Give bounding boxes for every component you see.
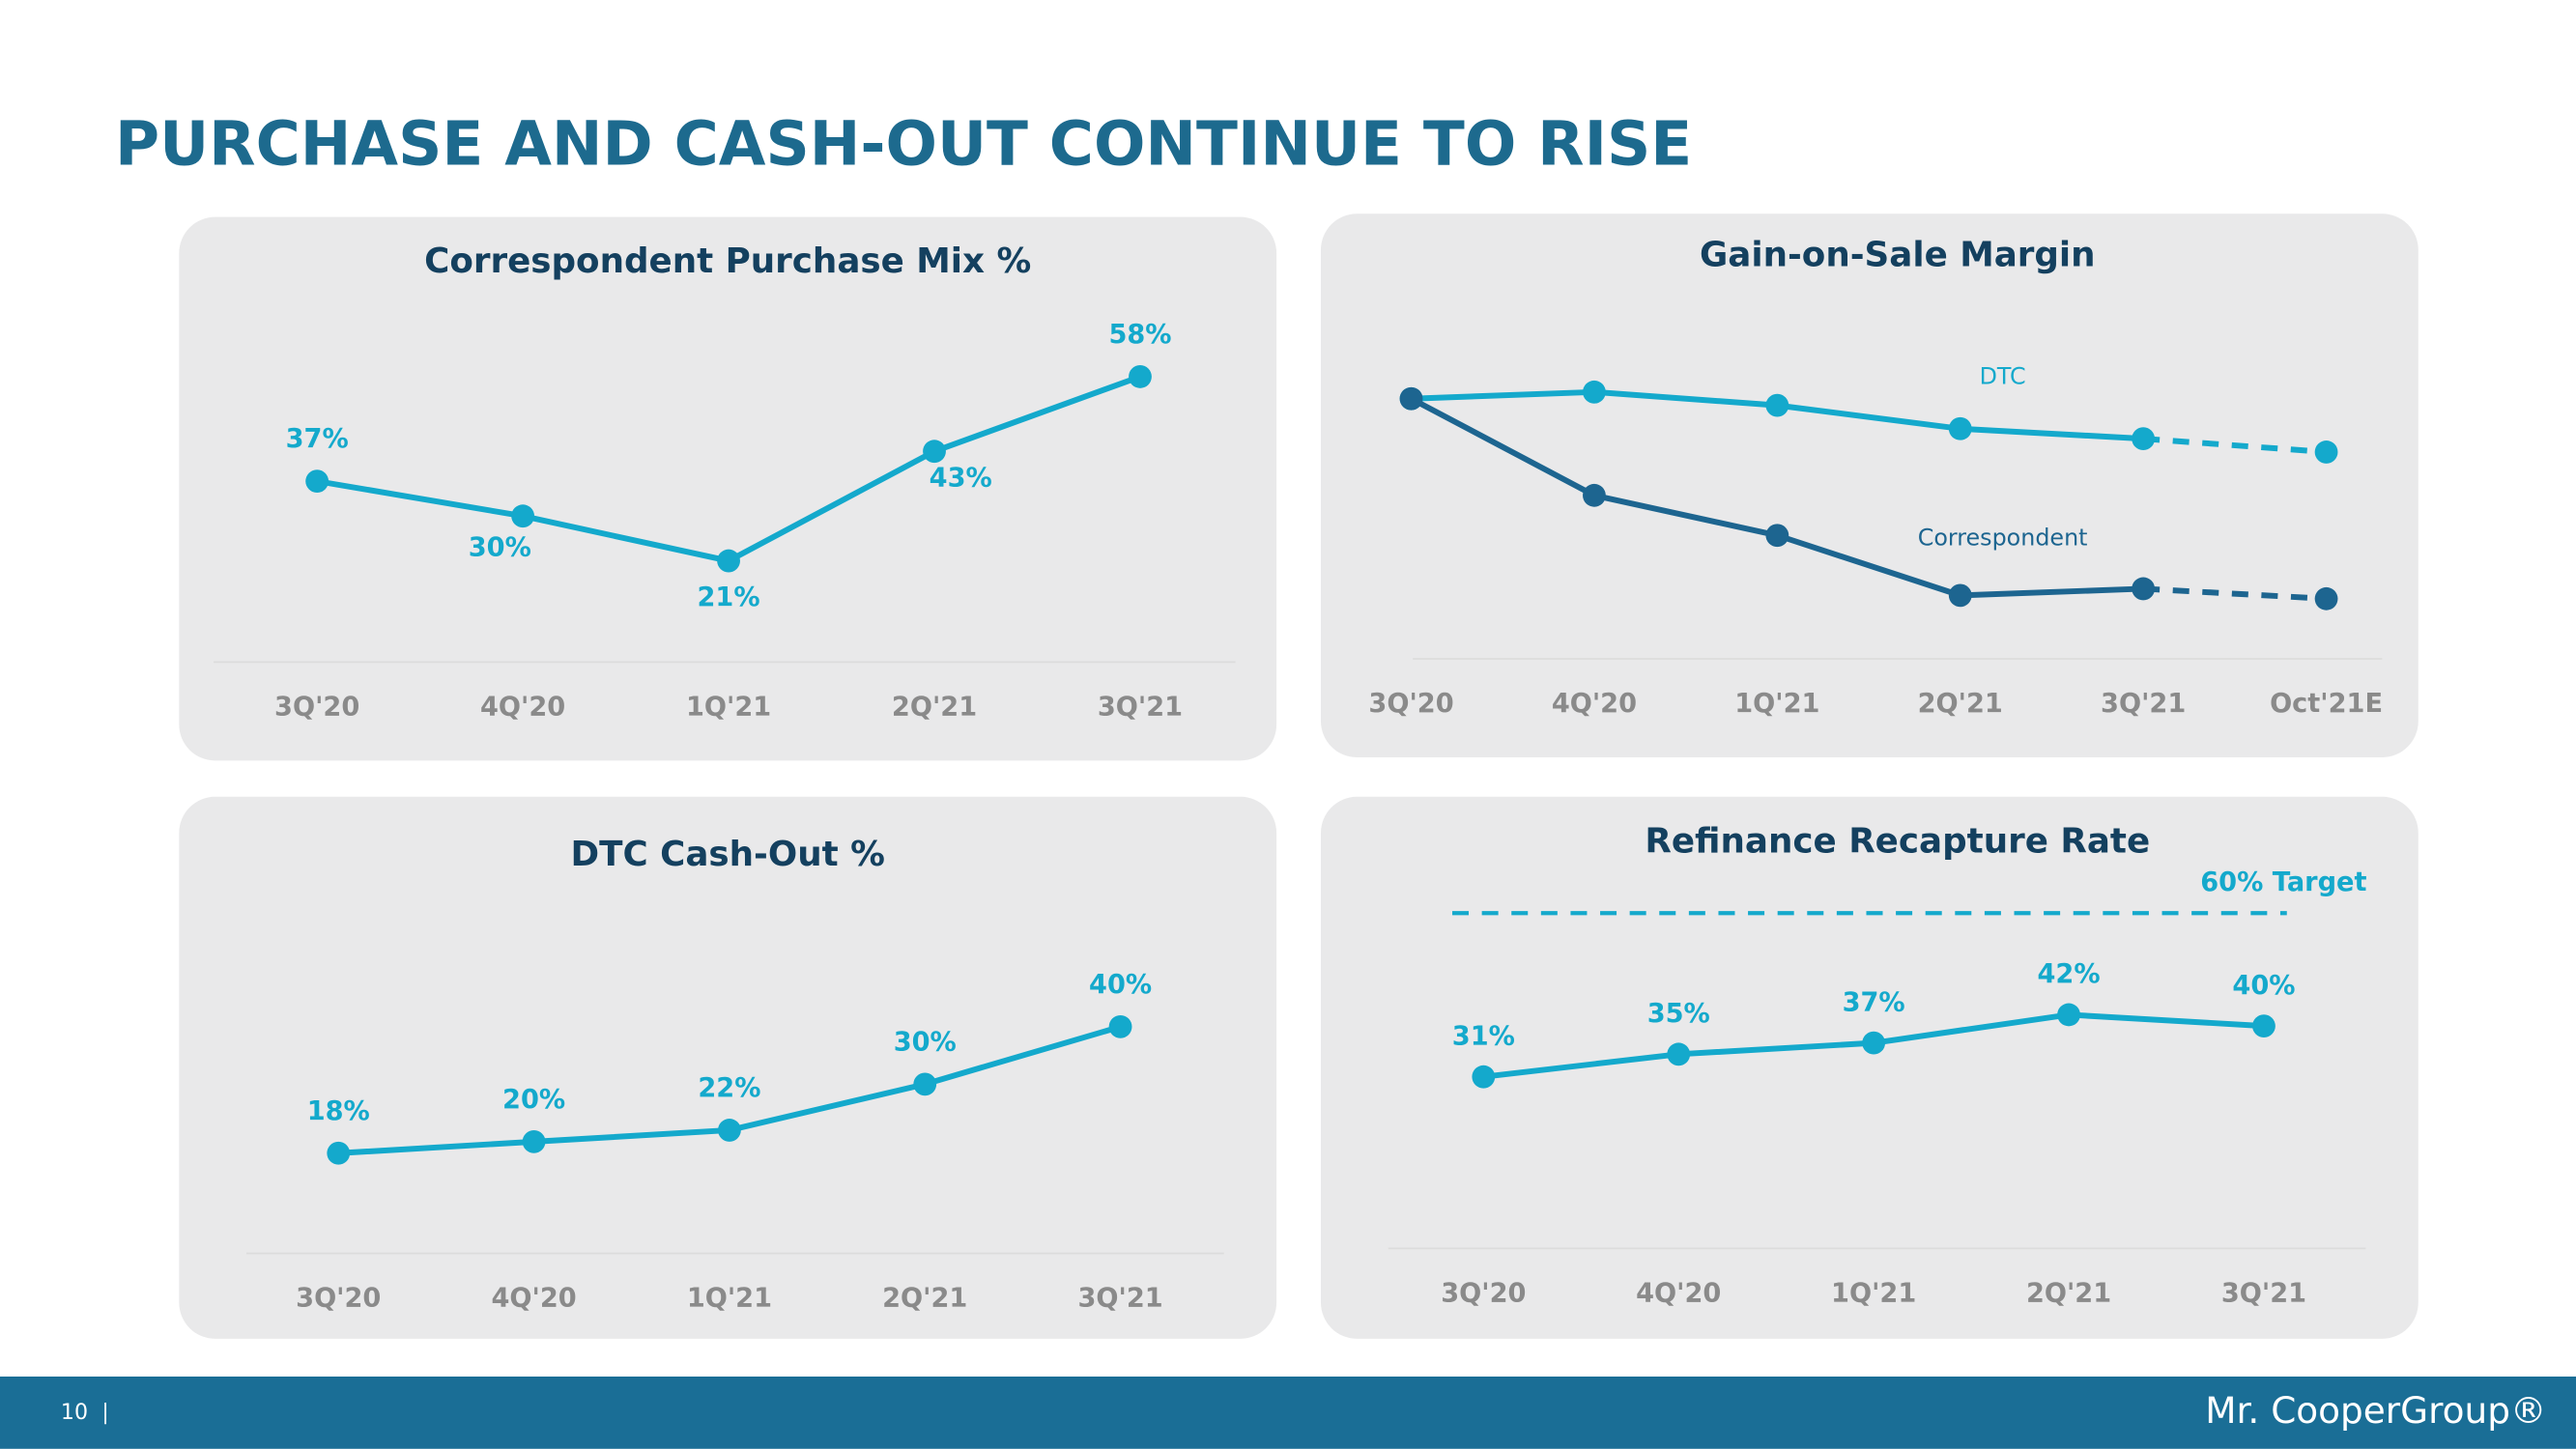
data-point	[1667, 1042, 1691, 1066]
x-tick-label: 2Q'21	[892, 692, 977, 722]
data-point	[1948, 416, 1972, 440]
data-point	[1765, 524, 1789, 548]
series-label: DTC	[1980, 363, 2026, 390]
data-label: 42%	[2038, 959, 2101, 989]
x-tick-label: 3Q'21	[2101, 689, 2186, 719]
x-tick-label: 3Q'20	[274, 692, 359, 722]
data-point	[522, 1129, 546, 1153]
slide-title: PURCHASE AND CASH-OUT CONTINUE TO RISE	[115, 108, 1692, 179]
data-point	[2252, 1014, 2275, 1038]
data-point	[718, 1119, 741, 1142]
data-label: 31%	[1452, 1021, 1515, 1051]
data-point	[511, 504, 535, 528]
x-tick-label: 1Q'21	[1734, 689, 1819, 719]
page-number: 10	[61, 1400, 88, 1425]
data-label: 21%	[698, 582, 760, 612]
data-point	[1108, 1014, 1132, 1038]
x-tick-label: 3Q'20	[296, 1284, 381, 1314]
data-label: 40%	[2232, 971, 2295, 1001]
data-label: 58%	[1108, 320, 1171, 350]
data-point	[2132, 577, 2156, 601]
data-point	[1472, 1065, 1496, 1089]
x-tick-label: 4Q'20	[1636, 1278, 1721, 1308]
logo: Mr. CooperGroup®	[2205, 1389, 2546, 1432]
data-point	[1765, 393, 1789, 417]
data-label: 18%	[307, 1096, 370, 1126]
x-tick-label: 3Q'21	[2221, 1278, 2306, 1308]
x-tick-label: 2Q'21	[1918, 689, 2003, 719]
data-label: 20%	[502, 1085, 565, 1115]
panel	[179, 216, 1277, 761]
data-point	[717, 549, 740, 573]
data-label: 22%	[698, 1073, 760, 1103]
panel	[179, 796, 1277, 1339]
x-tick-label: 3Q'20	[1441, 1278, 1526, 1308]
data-label: 37%	[1843, 987, 1905, 1017]
chart-title: Gain-on-Sale Margin	[1700, 235, 2096, 274]
footer-bar	[0, 1377, 2576, 1449]
data-point	[2314, 440, 2338, 464]
x-tick-label: 2Q'21	[882, 1284, 967, 1314]
x-tick-label: 1Q'21	[687, 1284, 772, 1314]
data-label: 40%	[1089, 970, 1152, 1000]
separator: |	[101, 1400, 108, 1425]
data-label: 35%	[1647, 999, 1710, 1029]
panel	[1321, 796, 2419, 1339]
chart-title: Correspondent Purchase Mix %	[424, 242, 1031, 281]
x-tick-label: 1Q'21	[686, 692, 771, 722]
chart-title: DTC Cash-Out %	[571, 835, 885, 874]
series-line-projected	[2142, 585, 2327, 602]
panel	[1321, 213, 2419, 758]
x-tick-label: Oct'21E	[2270, 689, 2383, 719]
data-label: 43%	[930, 464, 992, 494]
x-tick-label: 4Q'20	[1552, 689, 1637, 719]
data-point	[913, 1072, 937, 1096]
series-line-projected	[2142, 436, 2327, 455]
data-point	[1948, 583, 1972, 608]
data-point	[1862, 1031, 1886, 1055]
target-label: 60% Target	[2200, 867, 2366, 897]
series-label: Correspondent	[1918, 524, 2088, 551]
data-point	[2314, 586, 2338, 611]
chart-title: Refinance Recapture Rate	[1645, 821, 2150, 861]
data-point	[1399, 386, 1423, 411]
x-tick-label: 4Q'20	[491, 1284, 576, 1314]
data-point	[327, 1141, 351, 1165]
data-point	[2057, 1003, 2080, 1027]
x-tick-label: 3Q'20	[1368, 689, 1453, 719]
data-label: 30%	[894, 1027, 957, 1057]
x-tick-label: 2Q'21	[2026, 1278, 2111, 1308]
x-tick-label: 3Q'21	[1077, 1284, 1162, 1314]
x-tick-label: 1Q'21	[1831, 1278, 1916, 1308]
data-point	[1583, 380, 1606, 404]
data-label: 37%	[286, 424, 349, 454]
x-tick-label: 3Q'21	[1098, 692, 1183, 722]
x-tick-label: 4Q'20	[480, 692, 565, 722]
data-point	[305, 469, 329, 494]
data-point	[1129, 365, 1152, 388]
data-label: 30%	[469, 533, 531, 563]
data-point	[923, 440, 946, 464]
data-point	[2132, 427, 2156, 451]
data-point	[1583, 483, 1606, 507]
